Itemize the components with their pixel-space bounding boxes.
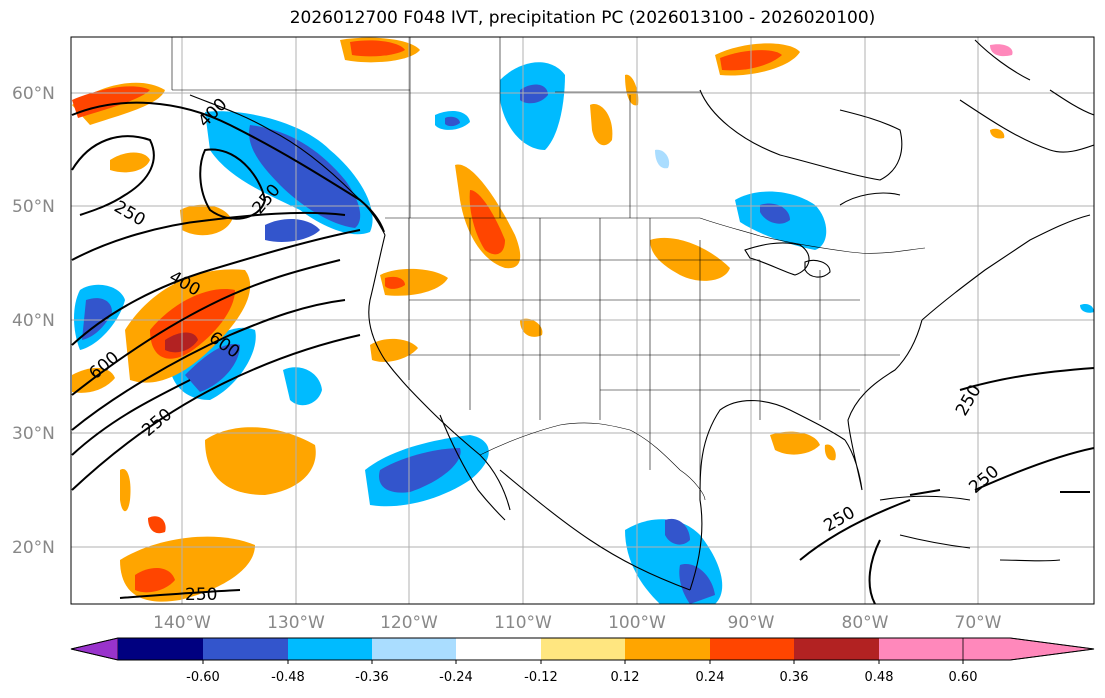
precipitation-anomaly-fill	[72, 37, 1094, 604]
colorbar-outline	[70, 637, 1095, 661]
lat-label: 20°N	[12, 538, 55, 558]
map-title: 2026012700 F048 IVT, precipitation PC (2…	[289, 8, 876, 28]
colorbar-segment	[288, 638, 372, 660]
lon-label: 140°W	[153, 613, 211, 633]
colorbar-extend-left	[70, 637, 119, 661]
colorbar-segment	[456, 638, 541, 660]
colorbar-tick-label: -0.12	[524, 670, 558, 685]
colorbar-extend-right	[962, 637, 1095, 661]
ivt-contours	[71, 101, 1094, 604]
colorbar-tick-label: -0.36	[355, 670, 389, 685]
lon-label: 100°W	[608, 613, 666, 633]
colorbar-segment	[794, 638, 879, 660]
lat-label: 30°N	[12, 424, 55, 444]
colorbar-tick-label: -0.24	[439, 670, 473, 685]
colorbar-segment	[625, 638, 710, 660]
colorbar-tick-label: -0.48	[271, 670, 305, 685]
colorbar-segment	[118, 638, 203, 660]
colorbar: -0.60 -0.48 -0.36 -0.24 -0.12 0.12 0.24 …	[70, 637, 1095, 685]
colorbar-tick-labels: -0.60 -0.48 -0.36 -0.24 -0.12 0.12 0.24 …	[186, 670, 977, 685]
colorbar-segment	[879, 638, 963, 660]
lat-label: 40°N	[12, 311, 55, 331]
lon-label: 90°W	[728, 613, 775, 633]
coastlines	[189, 39, 1094, 591]
lon-label: 110°W	[494, 613, 552, 633]
lon-label: 80°W	[842, 613, 889, 633]
lat-label: 60°N	[12, 84, 55, 104]
map-content: 400 250 250 400 600 600 250 250 250 250 …	[71, 37, 1094, 605]
longitude-axis: 140°W 130°W 120°W 110°W 100°W 90°W 80°W …	[153, 613, 1002, 633]
contour-label: 250	[185, 585, 217, 605]
colorbar-segment	[372, 638, 456, 660]
colorbar-segment	[203, 638, 288, 660]
political-borders	[171, 37, 926, 501]
colorbar-tick-marks	[202, 660, 964, 664]
colorbar-segment	[710, 638, 794, 660]
latitude-axis: 60°N 50°N 40°N 30°N 20°N	[12, 84, 55, 558]
colorbar-segment	[541, 638, 625, 660]
lon-label: 70°W	[955, 613, 1002, 633]
colorbar-tick-label: 0.24	[696, 670, 725, 685]
lon-label: 120°W	[380, 613, 438, 633]
lat-label: 50°N	[12, 197, 55, 217]
map-frame	[70, 36, 1095, 605]
colorbar-tick-label: 0.48	[865, 670, 894, 685]
colorbar-tick-label: -0.60	[186, 670, 220, 685]
lon-label: 130°W	[267, 613, 325, 633]
colorbar-tick-label: 0.12	[611, 670, 640, 685]
gridlines	[71, 37, 1094, 604]
colorbar-tick-label: 0.60	[949, 670, 978, 685]
colorbar-tick-label: 0.36	[780, 670, 809, 685]
